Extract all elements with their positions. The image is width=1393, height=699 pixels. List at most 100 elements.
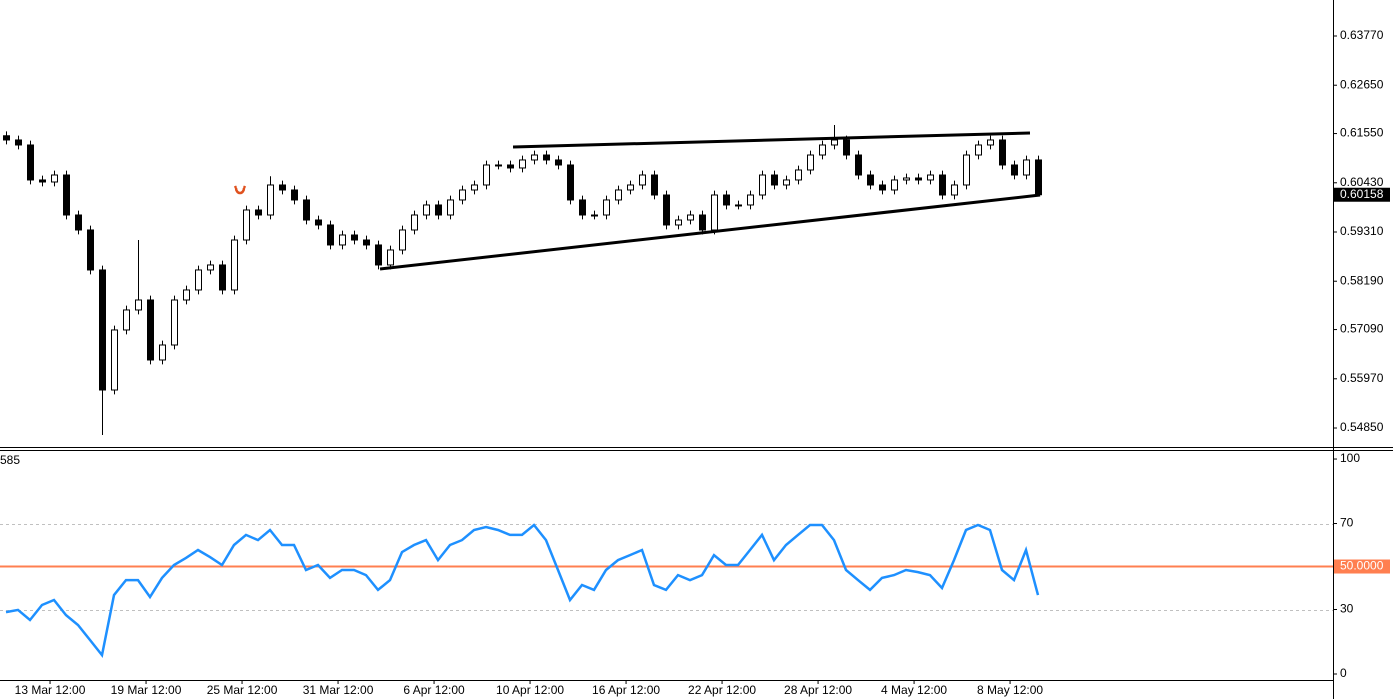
candle-body [927,174,934,181]
candle-body [399,229,406,251]
candle-body [975,144,982,156]
candle-body [219,264,226,291]
candle-body [339,234,346,246]
candle-body [675,219,682,226]
y-tick-label: 0.55970 [1340,371,1384,385]
level-label: 50.0000 [1340,559,1384,573]
candle-body [723,194,730,206]
candle-body [663,194,670,226]
candle-body [519,159,526,169]
candle-body [183,289,190,301]
candle-body [51,174,58,183]
candle-body [903,177,910,181]
candle-body [639,174,646,186]
candle-body [651,174,658,196]
candle-body [819,144,826,156]
candle-body [267,184,274,216]
y-tick-label: 0.63770 [1340,28,1384,42]
candle-body [735,204,742,207]
candle-body [279,184,286,191]
candle-body [939,174,946,196]
candle-body [315,219,322,226]
x-tick-label: 25 Mar 12:00 [207,683,278,697]
rsi-line [5,523,1040,658]
candle-body [39,179,46,183]
candle-body [207,264,214,271]
candle-body [483,164,490,186]
candle-body [387,249,394,266]
candle-body [147,299,154,361]
candle-body [375,244,382,266]
candle-body [111,329,118,391]
candle-body [759,174,766,196]
candle-body [699,214,706,231]
x-tick-label: 8 May 12:00 [977,683,1043,697]
y-tick-label: 0.58190 [1340,273,1384,287]
candle-body [231,239,238,291]
candle-body [363,239,370,246]
candle-body [303,199,310,221]
candle-body [63,174,70,216]
candle-body [843,139,850,156]
candle-body [567,164,574,201]
x-tick-label: 13 Mar 12:00 [15,683,86,697]
x-tick-label: 6 Apr 12:00 [403,683,465,697]
candle-body [27,144,34,181]
candle-body [531,154,538,161]
candle-body [99,269,106,391]
candle-body [459,189,466,201]
y-tick-label: 0.54850 [1340,420,1384,434]
candle-body [423,204,430,216]
y-tick-label: 100 [1340,451,1360,465]
candle-body [3,135,10,141]
candle-body [1035,159,1042,196]
candle-body [711,194,718,231]
x-tick-label: 10 Apr 12:00 [496,683,564,697]
candle-body [747,194,754,206]
x-tick-label: 16 Apr 12:00 [592,683,660,697]
candle-body [855,154,862,176]
candle-body [351,234,358,241]
candle-body [495,164,502,167]
candle-body [555,159,562,166]
candle-body [543,154,550,161]
candle-body [135,299,142,311]
candle-body [327,224,334,246]
candle-body [159,344,166,361]
candle-body [171,299,178,346]
candle-body [891,179,898,191]
x-tick-label: 4 May 12:00 [881,683,947,697]
candle-body [243,209,250,241]
last-price-box [1334,187,1390,202]
level-label-box [1334,559,1390,574]
candle-body [987,139,994,146]
candle-body [807,154,814,171]
candle-body [879,184,886,191]
candle-body [15,139,22,146]
candle-body [915,177,922,181]
candle-body [471,184,478,191]
candle-body [1023,159,1030,176]
candle-body [615,189,622,201]
candle-body [1011,164,1018,176]
candle-body [507,164,514,169]
candle-body [831,139,838,146]
y-tick-label: 0.62650 [1340,77,1384,91]
y-tick-label: 0 [1340,666,1347,680]
candle-body [87,229,94,271]
indicator-label: 585 [0,453,20,467]
candle-body [627,184,634,191]
y-tick-label: 0.61550 [1340,126,1384,140]
candle-body [447,199,454,216]
candle-body [687,214,694,221]
x-tick-label: 19 Mar 12:00 [111,683,182,697]
candle-body [579,199,586,216]
candle-body [411,214,418,231]
candle-body [195,269,202,291]
candle-body [771,174,778,186]
y-tick-label: 0.59310 [1340,224,1384,238]
last-price-label: 0.60158 [1340,187,1384,201]
